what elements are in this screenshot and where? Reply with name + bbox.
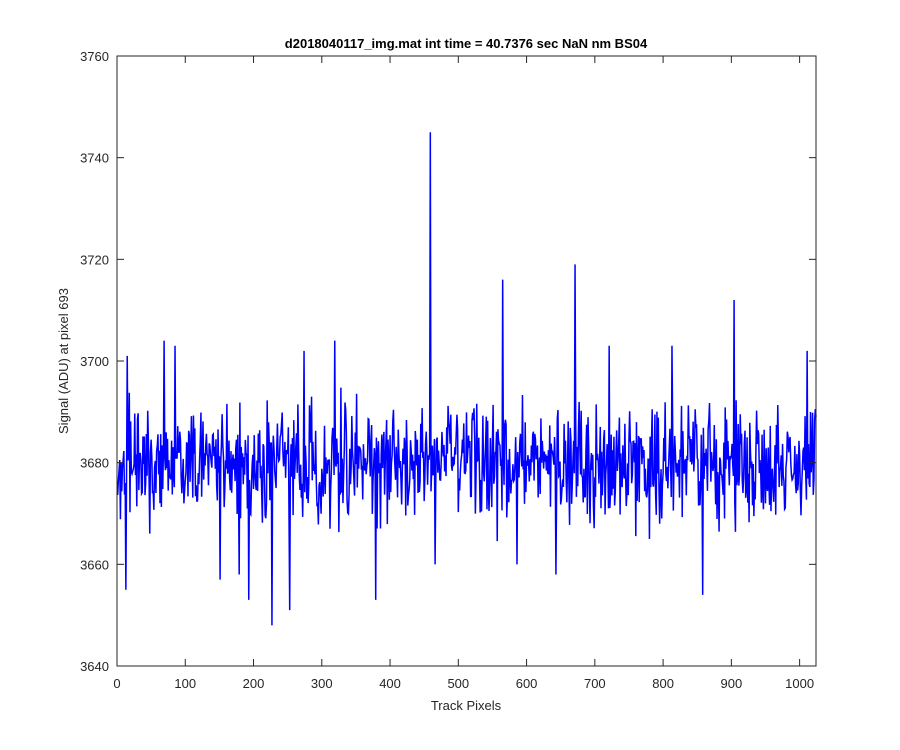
x-tick-label-500: 500	[447, 676, 469, 691]
signal-series-line	[116, 132, 817, 626]
series-layer	[116, 132, 817, 626]
x-axis-label: Track Pixels	[431, 698, 502, 713]
x-tick-label-900: 900	[721, 676, 743, 691]
x-tick-label-300: 300	[311, 676, 333, 691]
y-tick-label-3640: 3640	[80, 659, 109, 674]
x-tick-label-400: 400	[379, 676, 401, 691]
ticks-layer: 0 100 200 300 400 500 600 700 800 900 1000 3640 3660…	[80, 49, 816, 691]
axes-box	[116, 55, 817, 667]
x-tick-label-600: 600	[516, 676, 538, 691]
y-tick-label-3760: 3760	[80, 49, 109, 64]
y-tick-label-3720: 3720	[80, 252, 109, 267]
chart-title: d2018040117_img.mat int time = 40.7376 s…	[285, 36, 648, 51]
plot-area	[117, 56, 816, 666]
x-tick-label-800: 800	[652, 676, 674, 691]
x-tick-label-700: 700	[584, 676, 606, 691]
y-tick-label-3700: 3700	[80, 354, 109, 369]
y-tick-label-3680: 3680	[80, 456, 109, 471]
x-tick-label-200: 200	[243, 676, 265, 691]
x-tick-label-1000: 1000	[785, 676, 814, 691]
x-tick-label-0: 0	[113, 676, 120, 691]
y-axis-label: Signal (ADU) at pixel 693	[56, 288, 71, 434]
y-tick-label-3660: 3660	[80, 557, 109, 572]
y-tick-label-3740: 3740	[80, 151, 109, 166]
x-tick-label-100: 100	[174, 676, 196, 691]
